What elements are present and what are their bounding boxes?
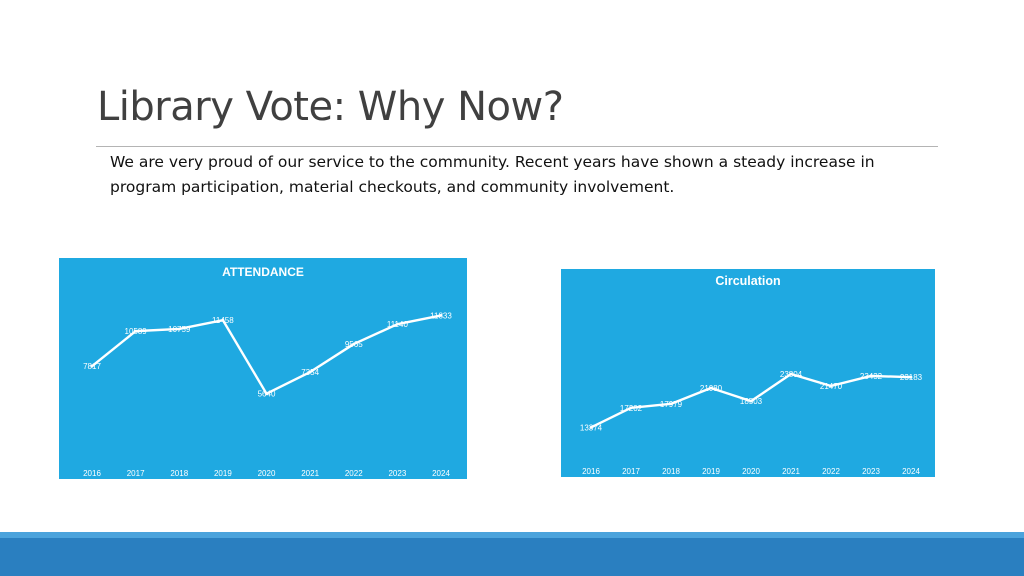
- attendance-point-2024: [439, 313, 443, 317]
- attendance-point-2018: [177, 327, 181, 331]
- attendance-data-label-2018: 10759: [168, 325, 191, 334]
- circulation-x-tick-2021: 2021: [782, 467, 800, 476]
- attendance-x-tick-2021: 2021: [301, 469, 319, 478]
- circulation-point-2022: [829, 384, 833, 388]
- attendance-chart: ATTENDANCE 7817 10589 10759 11458 5640 7354 956…: [59, 258, 467, 479]
- attendance-point-2023: [395, 322, 399, 326]
- attendance-x-tick-2023: 2023: [388, 469, 406, 478]
- attendance-data-label-2016: 7817: [83, 362, 101, 371]
- slide-title: Library Vote: Why Now?: [97, 84, 564, 130]
- circulation-x-tick-2024: 2024: [902, 467, 920, 476]
- circulation-x-tick-2017: 2017: [622, 467, 640, 476]
- circulation-plot-area: [561, 269, 935, 477]
- attendance-data-label-2019: 11458: [212, 316, 234, 325]
- attendance-x-tick-2017: 2017: [127, 469, 145, 478]
- circulation-point-2020: [749, 399, 753, 403]
- attendance-point-2020: [265, 392, 268, 396]
- circulation-x-tick-2023: 2023: [862, 467, 880, 476]
- attendance-x-tick-2019: 2019: [214, 469, 232, 478]
- circulation-point-2023: [869, 374, 873, 378]
- circulation-data-label-2019: 21080: [700, 384, 723, 393]
- circulation-data-label-2023: 23432: [860, 372, 883, 381]
- attendance-point-2021: [308, 370, 312, 374]
- attendance-data-label-2020: 5640: [258, 390, 276, 399]
- attendance-point-2017: [134, 329, 138, 333]
- attendance-point-2019: [221, 318, 225, 322]
- circulation-title: Circulation: [715, 274, 780, 288]
- circulation-x-tick-2022: 2022: [822, 467, 840, 476]
- circulation-x-tick-2019: 2019: [702, 467, 720, 476]
- circulation-point-2017: [629, 406, 633, 410]
- slide-body-text: We are very proud of our service to the …: [110, 153, 875, 196]
- circulation-data-label-2017: 17202: [620, 404, 643, 413]
- attendance-data-label-2022: 9565: [345, 340, 363, 349]
- attendance-plot-area: [59, 258, 467, 479]
- circulation-data-label-2020: 18503: [740, 397, 763, 406]
- circulation-data-label-2024: 23183: [900, 373, 923, 382]
- attendance-x-tick-2016: 2016: [83, 469, 101, 478]
- circulation-point-2018: [669, 402, 673, 406]
- attendance-data-label-2021: 7354: [301, 368, 319, 377]
- circulation-data-label-2016: 13374: [580, 423, 603, 432]
- circulation-chart: Circulation 13374 17202 17979 21080 18503 2380…: [561, 269, 935, 477]
- footer-band-light: [0, 532, 1024, 538]
- attendance-x-tick-2024: 2024: [432, 469, 450, 478]
- circulation-x-tick-2018: 2018: [662, 467, 680, 476]
- circulation-point-2024: [909, 375, 913, 379]
- attendance-point-2022: [352, 342, 356, 346]
- attendance-data-label-2023: 11140: [387, 320, 409, 329]
- circulation-x-tick-2020: 2020: [742, 467, 760, 476]
- circulation-point-2021: [789, 372, 793, 376]
- attendance-x-tick-2022: 2022: [345, 469, 363, 478]
- circulation-data-label-2021: 23804: [780, 370, 803, 379]
- footer-band-dark: [0, 538, 1024, 576]
- circulation-data-label-2022: 21470: [820, 382, 843, 391]
- circulation-data-label-2018: 17979: [660, 400, 683, 409]
- attendance-point-2016: [90, 364, 94, 368]
- title-divider: [96, 146, 938, 147]
- attendance-x-tick-2018: 2018: [170, 469, 188, 478]
- circulation-point-2019: [709, 386, 713, 390]
- attendance-data-label-2024: 11833: [430, 311, 452, 320]
- attendance-chart-svg: ATTENDANCE 7817 10589 10759 11458 5640 7354 956…: [59, 258, 467, 479]
- circulation-x-tick-2016: 2016: [582, 467, 600, 476]
- attendance-data-label-2017: 10589: [125, 327, 148, 336]
- attendance-title: ATTENDANCE: [222, 265, 304, 279]
- circulation-point-2016: [589, 426, 593, 429]
- attendance-x-tick-2020: 2020: [258, 469, 276, 478]
- circulation-chart-svg: Circulation 13374 17202 17979 21080 18503 2380…: [561, 269, 935, 477]
